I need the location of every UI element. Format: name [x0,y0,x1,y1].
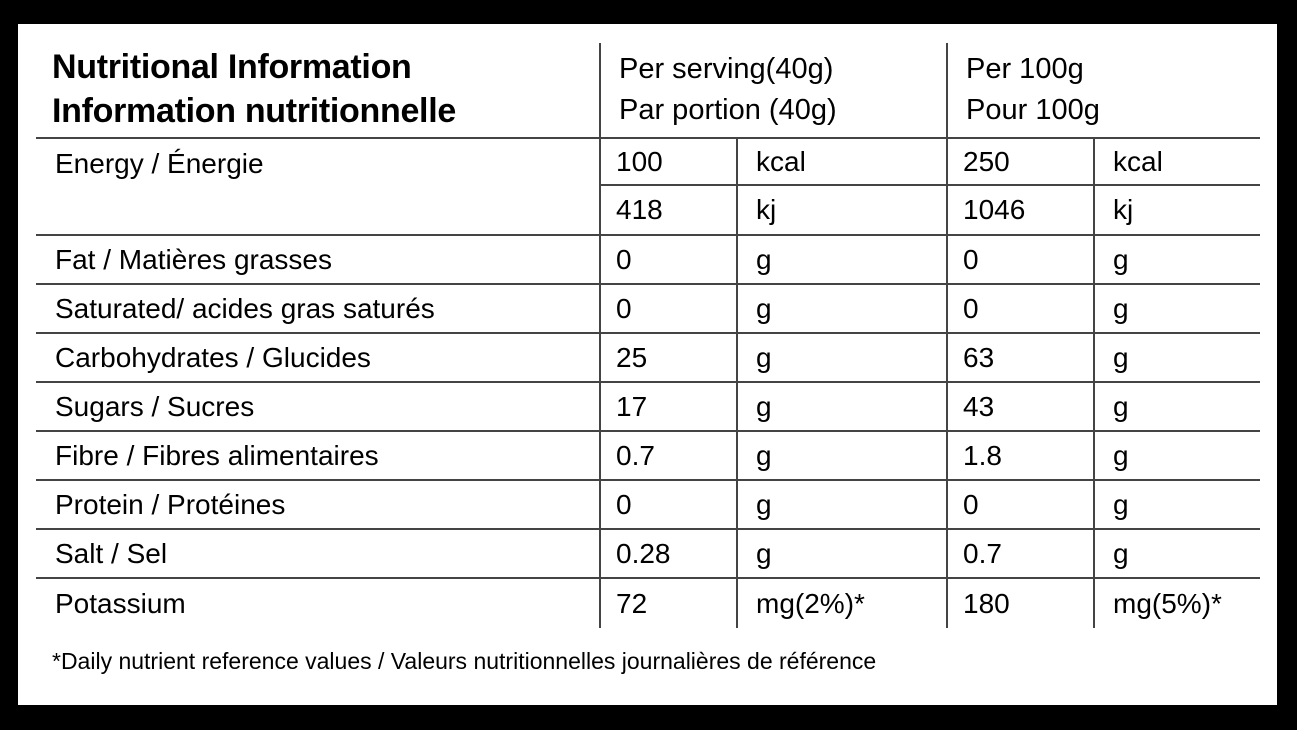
fibre-100g-value: 1.8 [946,431,1094,481]
saturated-serving-unit: g [736,284,947,334]
row-carbohydrates: Carbohydrates / Glucides 25 g 63 g [36,333,1261,383]
energy-serving-kj-value: 418 [599,185,737,236]
protein-serving-unit: g [736,480,947,530]
row-label-sugars: Sugars / Sucres [36,382,600,432]
nutrition-table: Nutritional Information Information nutr… [36,43,1261,628]
row-saturated: Saturated/ acides gras saturés 0 g 0 g [36,284,1261,334]
salt-100g-value: 0.7 [946,529,1094,579]
column-header-per-serving: Per serving(40g) Par portion (40g) [599,43,947,139]
row-label-carbohydrates: Carbohydrates / Glucides [36,333,600,383]
table-title: Nutritional Information Information nutr… [36,43,600,139]
protein-serving-value: 0 [599,480,737,530]
nutrition-label-panel: Nutritional Information Information nutr… [18,24,1277,705]
row-label-fat: Fat / Matières grasses [36,235,600,285]
saturated-serving-value: 0 [599,284,737,334]
carbohydrates-100g-unit: g [1092,333,1261,383]
fat-100g-value: 0 [946,235,1094,285]
energy-100g-kcal-value: 250 [946,138,1094,186]
energy-100g-kj-unit: kj [1092,185,1261,236]
row-sugars: Sugars / Sucres 17 g 43 g [36,382,1261,432]
title-line-en: Nutritional Information [52,48,412,87]
energy-serving-kcal-unit: kcal [736,138,947,186]
energy-serving-kcal-value: 100 [599,138,737,186]
column-header-per-100g: Per 100g Pour 100g [945,43,1261,139]
row-fibre: Fibre / Fibres alimentaires 0.7 g 1.8 g [36,431,1261,481]
carbohydrates-serving-unit: g [736,333,947,383]
protein-100g-unit: g [1092,480,1261,530]
salt-serving-value: 0.28 [599,529,737,579]
per-serving-line-en: Per serving(40g) [619,53,834,86]
row-energy-kj: 418 kj 1046 kj [36,185,1261,236]
fat-serving-unit: g [736,235,947,285]
row-label-potassium: Potassium [55,587,186,619]
fat-serving-value: 0 [599,235,737,285]
potassium-serving-value: 72 [599,578,737,628]
row-label-protein: Protein / Protéines [36,480,600,530]
per-serving-line-fr: Par portion (40g) [619,94,837,126]
sugars-serving-value: 17 [599,382,737,432]
per-100g-line-en: Per 100g [966,53,1084,86]
energy-100g-kcal-unit: kcal [1092,138,1261,186]
row-protein: Protein / Protéines 0 g 0 g [36,480,1261,530]
row-label-energy: Energy / Énergie [36,138,600,236]
potassium-serving-unit: mg(2%)* [736,578,947,628]
row-label-fibre: Fibre / Fibres alimentaires [36,431,600,481]
energy-100g-kj-value: 1046 [946,185,1094,236]
carbohydrates-serving-value: 25 [599,333,737,383]
carbohydrates-100g-value: 63 [946,333,1094,383]
fibre-100g-unit: g [1092,431,1261,481]
header-row: Nutritional Information Information nutr… [36,43,1261,139]
per-100g-line-fr: Pour 100g [966,94,1100,126]
fibre-serving-value: 0.7 [599,431,737,481]
fat-100g-unit: g [1092,235,1261,285]
sugars-100g-value: 43 [946,382,1094,432]
sugars-serving-unit: g [736,382,947,432]
sugars-100g-unit: g [1092,382,1261,432]
energy-serving-kj-unit: kj [736,185,947,236]
saturated-100g-unit: g [1092,284,1261,334]
saturated-100g-value: 0 [946,284,1094,334]
row-salt: Salt / Sel 0.28 g 0.7 g [36,529,1261,579]
daily-reference-footnote: *Daily nutrient reference values / Valeu… [52,648,877,674]
salt-serving-unit: g [736,529,947,579]
row-energy-kcal: Energy / Énergie 100 kcal 250 kcal [36,138,1261,236]
row-label-salt: Salt / Sel [36,529,600,579]
title-line-fr: Information nutritionnelle [52,92,456,130]
row-label-saturated: Saturated/ acides gras saturés [36,284,600,334]
protein-100g-value: 0 [946,480,1094,530]
row-fat: Fat / Matières grasses 0 g 0 g [36,235,1261,285]
potassium-100g-value: 180 [946,578,1094,628]
potassium-100g-unit: mg(5%)* [1092,578,1261,628]
fibre-serving-unit: g [736,431,947,481]
salt-100g-unit: g [1092,529,1261,579]
row-potassium: Potassium 72 mg(2%)* 180 mg(5%)* [36,578,1261,628]
